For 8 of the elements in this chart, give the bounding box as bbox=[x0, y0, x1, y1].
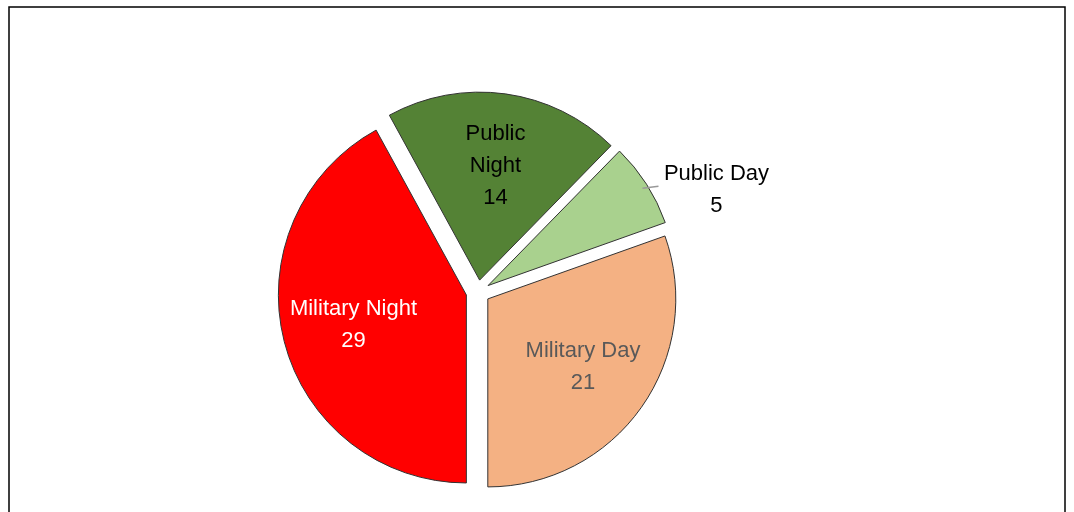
data-label: 21 bbox=[570, 369, 596, 395]
slice-label: Military Night bbox=[289, 294, 418, 320]
slice-label: Military Day bbox=[525, 337, 641, 363]
data-label: 14 bbox=[483, 183, 508, 209]
data-label: 5 bbox=[710, 192, 723, 218]
slice-label: Public Day bbox=[663, 160, 770, 186]
data-label: 29 bbox=[341, 326, 366, 352]
slice-label: Public Night bbox=[465, 119, 526, 177]
